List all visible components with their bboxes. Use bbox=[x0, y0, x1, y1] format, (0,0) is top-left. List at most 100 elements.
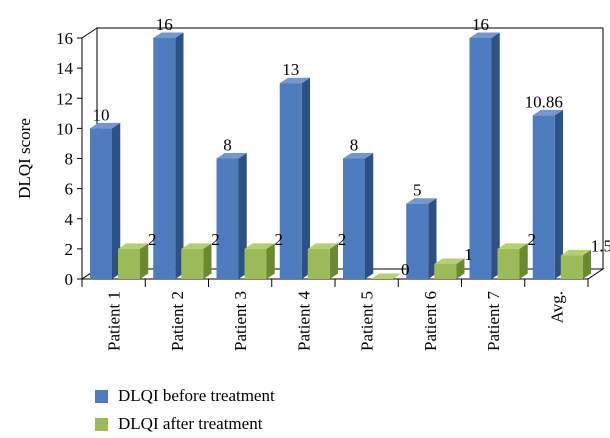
bar-before: 10.86 bbox=[525, 92, 563, 279]
data-label: 13 bbox=[282, 60, 299, 79]
bar-top bbox=[90, 122, 121, 129]
bar-side bbox=[175, 32, 184, 279]
bar-front bbox=[216, 158, 239, 279]
legend-label: DLQI after treatment bbox=[118, 414, 263, 433]
x-tick-label: Patient 6 bbox=[421, 291, 440, 351]
y-axis-title: DLQI score bbox=[15, 118, 34, 199]
bar-side bbox=[112, 122, 121, 279]
bar-after: 1.57 bbox=[560, 236, 610, 279]
legend-item: DLQI before treatment bbox=[95, 382, 275, 410]
bar-before: 8 bbox=[216, 136, 247, 279]
bar-front bbox=[153, 38, 176, 279]
bar-top bbox=[118, 243, 149, 249]
bar-front bbox=[560, 255, 583, 279]
data-label: 8 bbox=[223, 136, 232, 155]
bar-before: 5 bbox=[406, 181, 437, 279]
data-label: 10 bbox=[93, 105, 110, 124]
data-label: 10.86 bbox=[525, 92, 563, 111]
data-label: 16 bbox=[472, 15, 489, 34]
bar-side bbox=[329, 243, 338, 279]
bar-side bbox=[456, 258, 465, 279]
bar-top bbox=[343, 153, 374, 159]
data-label: 16 bbox=[156, 15, 173, 34]
data-label: 0 bbox=[401, 260, 410, 279]
bar-top bbox=[497, 243, 528, 249]
y-tick-label: 16 bbox=[56, 29, 73, 48]
x-tick-label: Patient 3 bbox=[231, 291, 250, 351]
y-tick-label: 4 bbox=[65, 210, 74, 229]
bar-top bbox=[244, 243, 275, 249]
bar-top bbox=[181, 243, 212, 249]
bar-front bbox=[406, 203, 429, 279]
x-tick-label: Patient 5 bbox=[358, 291, 377, 351]
bar-before: 13 bbox=[279, 60, 310, 279]
data-label: 5 bbox=[413, 181, 422, 200]
legend-label: DLQI before treatment bbox=[118, 386, 275, 405]
bar-side bbox=[519, 243, 528, 279]
x-tick-label: Patient 1 bbox=[105, 291, 124, 351]
bar-side bbox=[554, 109, 563, 279]
data-label: 8 bbox=[350, 136, 359, 155]
bar-after: 2 bbox=[244, 230, 284, 279]
bar-front bbox=[244, 248, 267, 279]
bar-top bbox=[371, 273, 402, 279]
bar-side bbox=[266, 243, 275, 279]
bar-front bbox=[532, 115, 555, 279]
data-label: 1 bbox=[464, 245, 473, 264]
y-tick-label: 2 bbox=[65, 240, 74, 259]
x-tick-label: Avg. bbox=[547, 291, 566, 323]
bar-side bbox=[238, 153, 247, 279]
bar-side bbox=[582, 249, 591, 279]
bar-top bbox=[532, 109, 563, 116]
bar-top bbox=[434, 258, 465, 264]
bar-side bbox=[491, 32, 500, 279]
bar-side bbox=[428, 198, 437, 279]
bar-front bbox=[307, 248, 330, 279]
y-tick-label: 12 bbox=[56, 89, 73, 108]
legend-swatch-after bbox=[95, 417, 108, 431]
bar-top bbox=[307, 243, 338, 249]
bar-top bbox=[153, 32, 184, 38]
bar-side bbox=[203, 243, 212, 279]
legend-item: DLQI after treatment bbox=[95, 410, 275, 438]
y-tick-label: 10 bbox=[56, 119, 73, 138]
bar-after: 0 bbox=[371, 260, 410, 279]
bar-front bbox=[118, 248, 140, 279]
bar-front bbox=[90, 128, 112, 279]
bar-before: 16 bbox=[153, 15, 184, 279]
bar-front bbox=[279, 83, 302, 279]
x-tick-label: Patient 7 bbox=[484, 291, 503, 351]
data-label: 2 bbox=[211, 230, 220, 249]
y-tick-label: 8 bbox=[65, 150, 74, 169]
data-label: 2 bbox=[528, 230, 537, 249]
legend-swatch-before bbox=[95, 389, 108, 403]
bar-before: 8 bbox=[343, 136, 374, 279]
bar-after: 1 bbox=[434, 245, 473, 279]
bar-side bbox=[140, 243, 149, 279]
bar-front bbox=[343, 158, 365, 279]
bar-after: 2 bbox=[497, 230, 537, 279]
x-tick-label: Patient 2 bbox=[168, 291, 187, 351]
bar-front bbox=[469, 38, 492, 279]
bar-front bbox=[497, 248, 520, 279]
bar-side bbox=[365, 153, 374, 279]
y-tick-label: 6 bbox=[65, 180, 74, 199]
bar-top bbox=[406, 198, 437, 204]
x-tick-label: Patient 4 bbox=[294, 291, 313, 351]
bar-side bbox=[301, 77, 310, 279]
y-tick-label: 0 bbox=[65, 270, 74, 289]
bar-front bbox=[434, 263, 457, 279]
bar-top bbox=[469, 32, 500, 38]
data-label: 2 bbox=[275, 230, 284, 249]
bar-top bbox=[216, 153, 247, 159]
bar-front bbox=[181, 248, 204, 279]
bar-before: 16 bbox=[469, 15, 500, 279]
y-tick-label: 14 bbox=[56, 59, 74, 78]
bar-before: 10 bbox=[90, 105, 121, 279]
bar-after: 2 bbox=[118, 230, 157, 279]
data-label: 1.57 bbox=[591, 236, 610, 255]
bar-after: 2 bbox=[307, 230, 346, 279]
bar-top bbox=[279, 77, 310, 84]
